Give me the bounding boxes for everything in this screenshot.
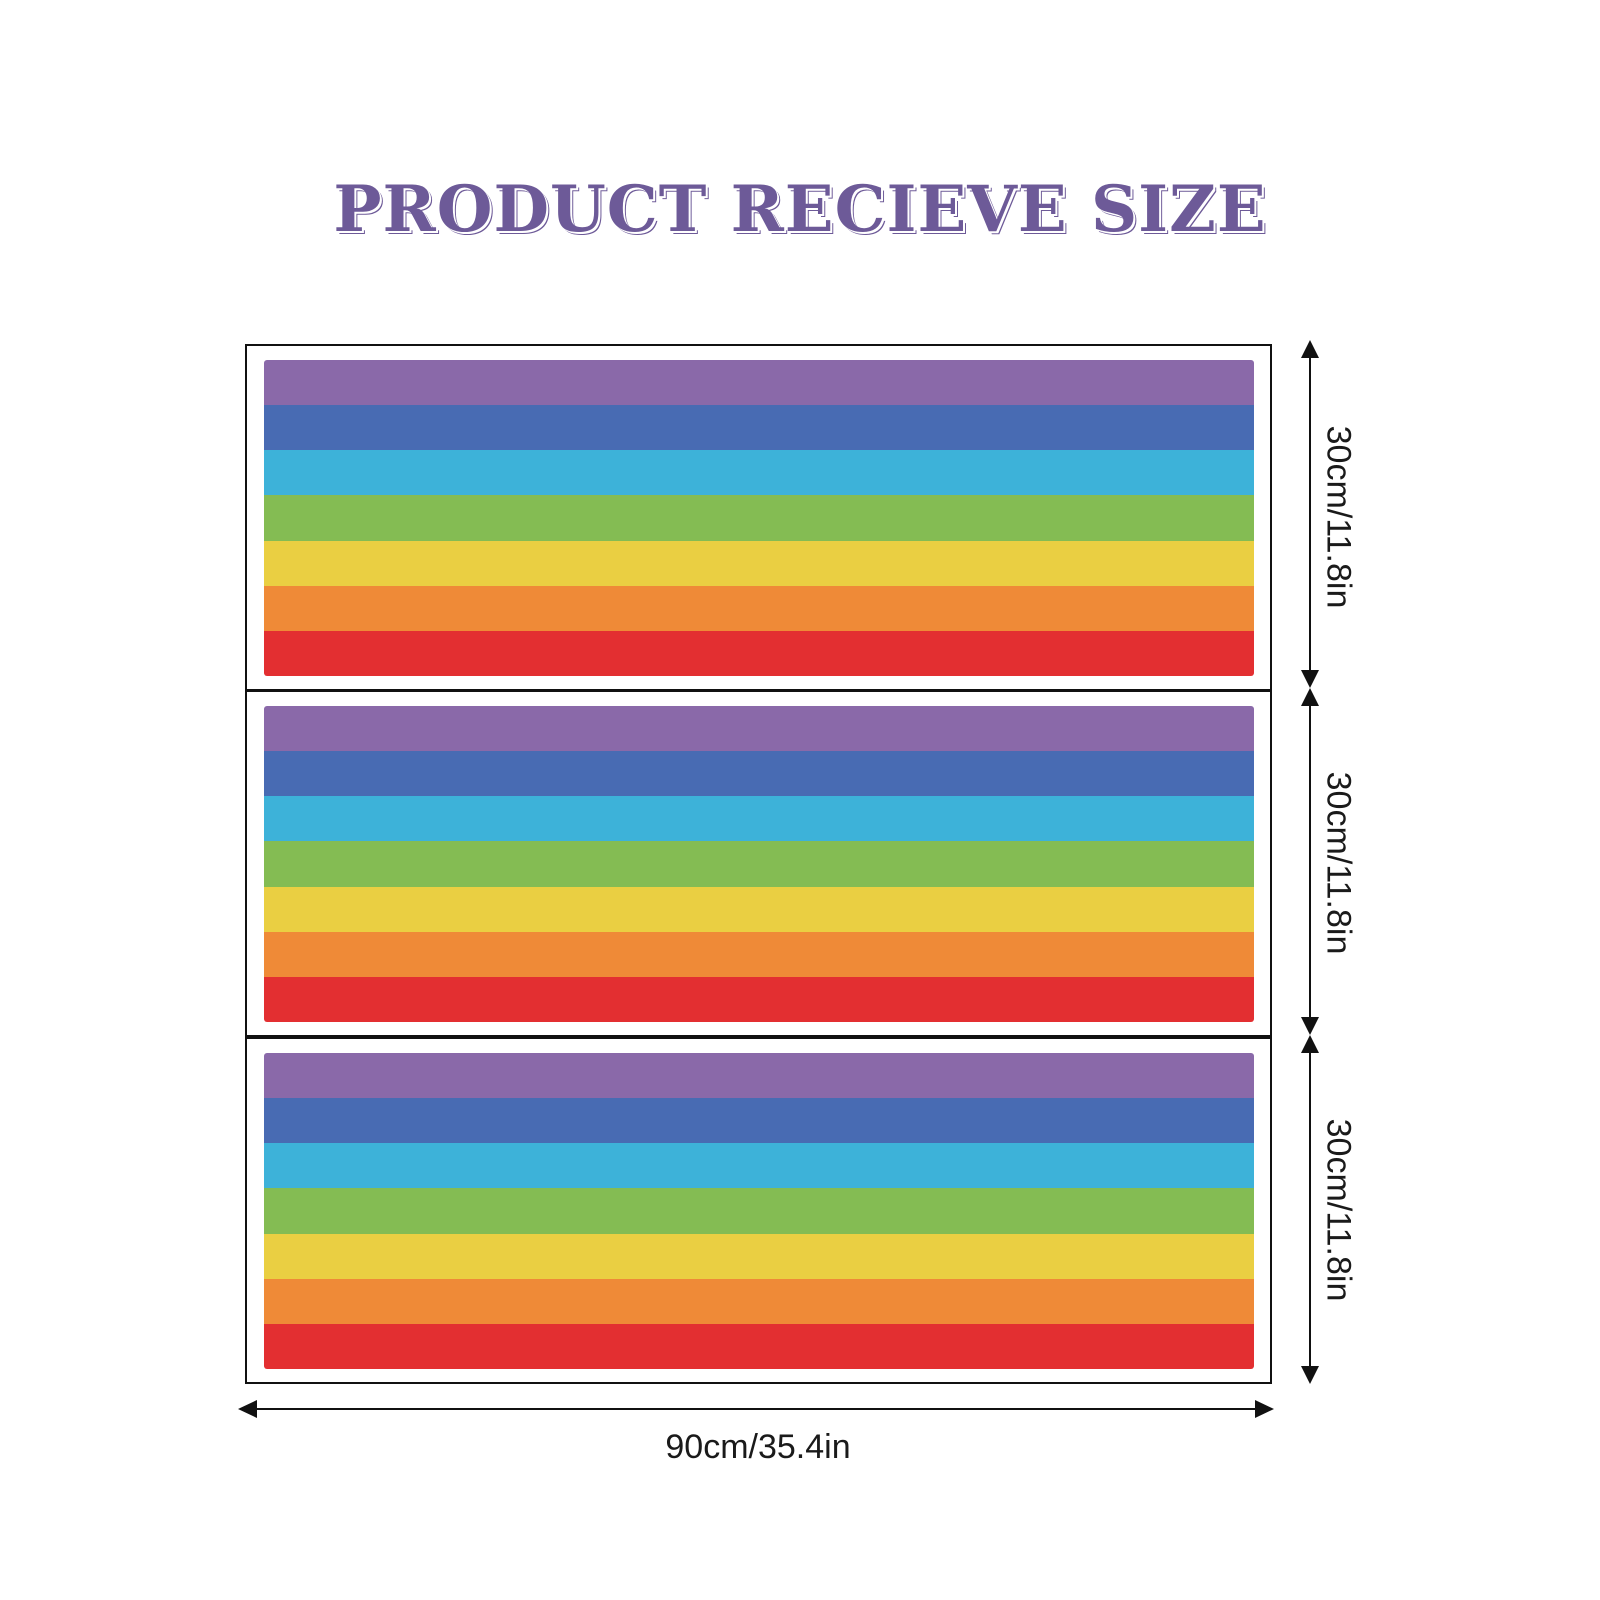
rainbow-flag-1	[264, 360, 1254, 676]
flag-stripe-5	[264, 1233, 1254, 1279]
rainbow-flag-2	[264, 706, 1254, 1022]
flag-panel-1	[245, 344, 1272, 691]
arrow-up-icon	[1301, 1035, 1319, 1053]
flag-stripe-2	[264, 405, 1254, 451]
flag-stripe-7	[264, 1323, 1254, 1369]
flag-stripe-2	[264, 751, 1254, 797]
arrow-down-icon	[1301, 1366, 1319, 1384]
arrow-up-icon	[1301, 688, 1319, 706]
arrow-up-icon	[1301, 340, 1319, 358]
page-title: PRODUCT RECIEVE SIZE	[333, 172, 1267, 247]
height-dimension-arrows	[1301, 340, 1319, 1384]
flag-stripe-3	[264, 1143, 1254, 1189]
height-label-text-2: 30cm/11.8in	[1319, 771, 1358, 955]
flag-stripe-6	[264, 1278, 1254, 1324]
flag-stripe-2	[264, 1098, 1254, 1144]
rainbow-flag-3	[264, 1053, 1254, 1369]
arrow-down-icon	[1301, 1017, 1319, 1035]
flag-stripe-6	[264, 585, 1254, 631]
flag-stripe-5	[264, 540, 1254, 586]
width-dimension-arrow	[238, 1400, 1274, 1418]
flag-panel-2	[245, 690, 1272, 1037]
flag-stripe-5	[264, 886, 1254, 932]
arrow-right-icon	[1255, 1400, 1274, 1418]
flag-stripe-4	[264, 1188, 1254, 1234]
flag-stripe-7	[264, 976, 1254, 1022]
width-label: 90cm/35.4in	[665, 1428, 851, 1466]
flag-stripe-3	[264, 796, 1254, 842]
flag-stripe-1	[264, 706, 1254, 752]
arrow-down-icon	[1301, 670, 1319, 688]
height-label-text-1: 30cm/11.8in	[1319, 425, 1358, 609]
flag-stripe-6	[264, 931, 1254, 977]
flag-stripe-4	[264, 841, 1254, 887]
flag-panel-3	[245, 1037, 1272, 1384]
arrow-left-icon	[238, 1400, 257, 1418]
flag-stripe-4	[264, 495, 1254, 541]
flag-stripe-7	[264, 630, 1254, 676]
flag-stripe-3	[264, 450, 1254, 496]
height-label-text-3: 30cm/11.8in	[1319, 1118, 1358, 1302]
flag-stripe-1	[264, 360, 1254, 406]
flag-stripe-1	[264, 1053, 1254, 1099]
